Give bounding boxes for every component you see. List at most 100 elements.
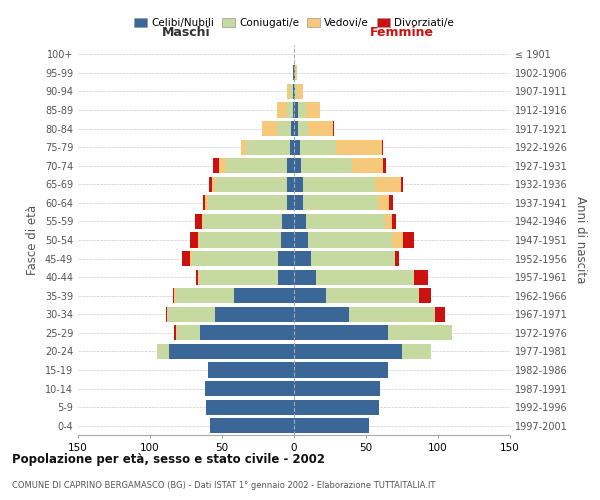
Bar [212,176,215,192]
Bar [262,121,277,136]
Bar [326,288,419,304]
Bar [383,158,386,174]
Bar [305,214,385,229]
Bar [173,288,175,304]
Bar [278,251,294,266]
Bar [203,214,283,229]
Bar [294,84,295,99]
Bar [301,158,352,174]
Y-axis label: Fasce di età: Fasce di età [26,205,39,275]
Bar [388,325,452,340]
Bar [294,325,388,340]
Bar [277,121,291,136]
Bar [294,381,380,396]
Bar [206,400,294,415]
Bar [287,158,294,174]
Bar [182,251,190,266]
Bar [226,158,287,174]
Bar [333,121,334,136]
Text: COMUNE DI CAPRINO BERGAMASCO (BG) - Dati ISTAT 1° gennaio 2002 - Elaborazione TU: COMUNE DI CAPRINO BERGAMASCO (BG) - Dati… [12,480,436,490]
Bar [200,325,294,340]
Bar [197,232,199,248]
Bar [377,195,389,210]
Bar [294,270,316,285]
Bar [294,176,302,192]
Bar [403,232,413,248]
Bar [382,140,383,155]
Bar [209,176,212,192]
Y-axis label: Anni di nascita: Anni di nascita [574,196,587,284]
Bar [202,214,203,229]
Bar [294,140,300,155]
Bar [352,158,383,174]
Bar [308,121,333,136]
Bar [294,362,388,378]
Bar [298,102,305,118]
Bar [389,195,394,210]
Bar [215,306,294,322]
Bar [176,288,233,304]
Bar [214,158,219,174]
Bar [241,140,247,155]
Bar [208,362,294,378]
Bar [395,251,399,266]
Bar [205,381,294,396]
Bar [293,102,294,118]
Bar [290,84,293,99]
Bar [294,400,379,415]
Bar [295,65,297,80]
Bar [290,140,294,155]
Bar [294,158,301,174]
Bar [283,214,294,229]
Text: Maschi: Maschi [161,26,211,40]
Bar [278,270,294,285]
Bar [277,102,287,118]
Bar [175,325,176,340]
Bar [190,251,192,266]
Bar [166,306,167,322]
Bar [294,306,349,322]
Bar [297,84,302,99]
Bar [247,140,290,155]
Bar [392,214,396,229]
Bar [294,195,302,210]
Bar [294,102,298,118]
Bar [336,140,382,155]
Bar [287,176,294,192]
Bar [192,251,278,266]
Bar [208,195,287,210]
Bar [291,121,294,136]
Bar [157,344,169,359]
Bar [311,251,395,266]
Bar [176,325,200,340]
Bar [197,270,199,285]
Bar [294,418,369,434]
Bar [190,232,197,248]
Bar [302,176,374,192]
Bar [167,306,215,322]
Bar [219,158,226,174]
Bar [294,65,295,80]
Bar [349,306,435,322]
Bar [293,84,294,99]
Bar [203,195,205,210]
Bar [287,84,290,99]
Bar [298,121,308,136]
Bar [302,195,377,210]
Bar [294,288,326,304]
Text: Popolazione per età, sesso e stato civile - 2002: Popolazione per età, sesso e stato civil… [12,452,325,466]
Bar [308,232,392,248]
Bar [392,232,403,248]
Legend: Celibi/Nubili, Coniugati/e, Vedovi/e, Divorziati/e: Celibi/Nubili, Coniugati/e, Vedovi/e, Di… [131,15,457,32]
Bar [402,344,431,359]
Bar [413,270,428,285]
Bar [294,344,402,359]
Bar [295,84,297,99]
Bar [169,344,294,359]
Bar [294,232,308,248]
Bar [294,121,298,136]
Bar [401,176,403,192]
Text: Femmine: Femmine [370,26,434,40]
Bar [316,270,413,285]
Bar [294,214,305,229]
